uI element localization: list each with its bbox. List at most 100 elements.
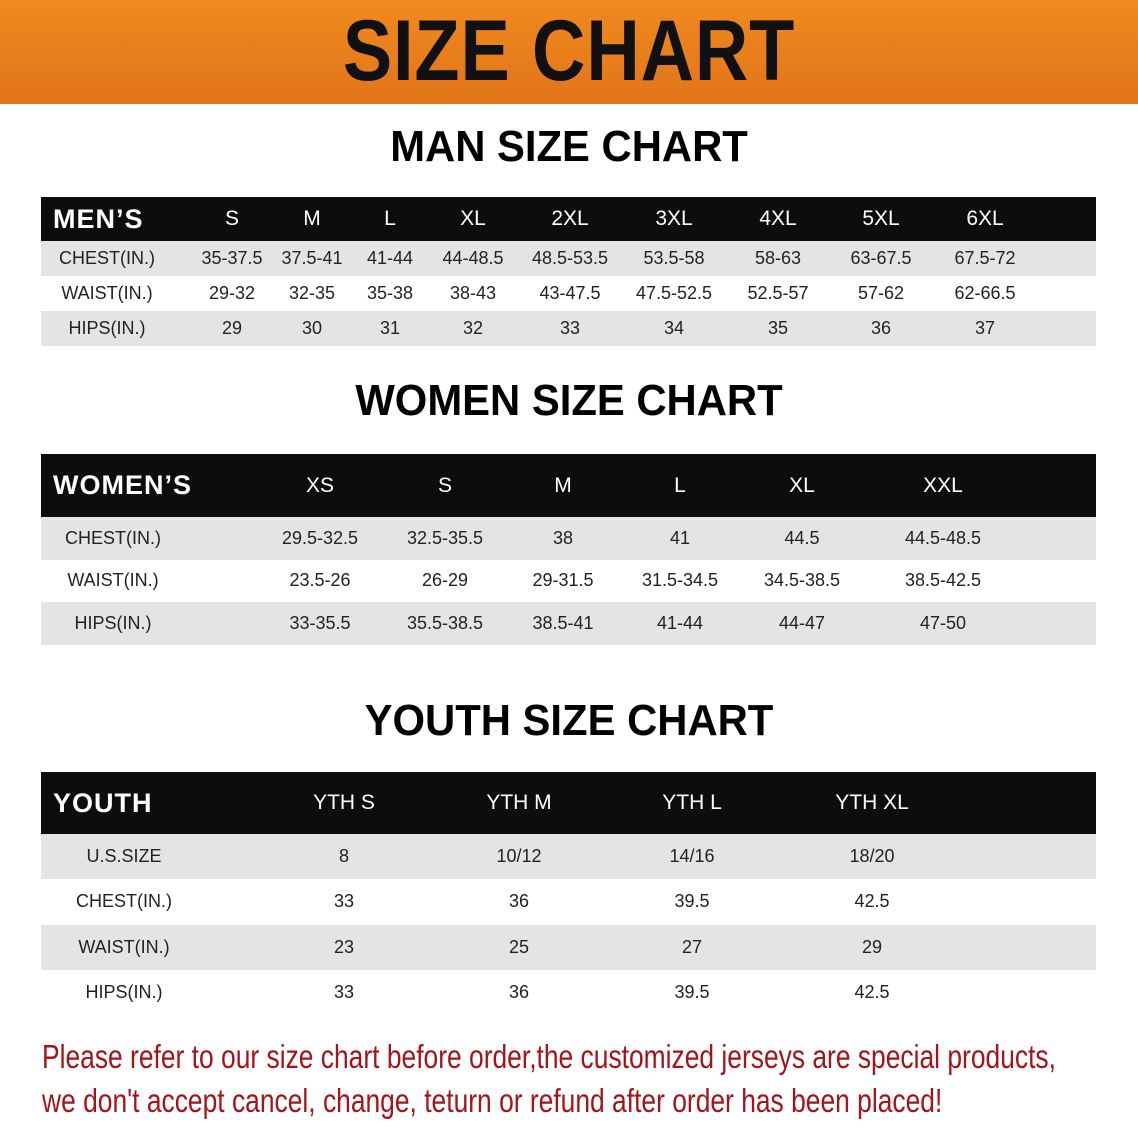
measurement-cell: 38.5-41: [532, 612, 594, 633]
table-row: CHEST(IN.) 29.5-32.5 32.5-35.5 38 41 44.5 44.5…: [41, 517, 1096, 560]
measurement-cell: 26-29: [421, 570, 469, 591]
measurement-cell: 29-32: [208, 283, 256, 303]
men-header-label: MEN’S: [53, 203, 144, 234]
measurement-cell: 31: [379, 318, 401, 338]
size-header: YTH S: [313, 791, 375, 814]
measurement-cell: 35.5-38.5: [406, 612, 484, 633]
size-header: YTH L: [662, 791, 722, 814]
measurement-cell: 34: [663, 318, 685, 338]
measurement-cell: 33: [333, 891, 355, 912]
size-header: XXL: [923, 473, 963, 497]
measurement-cell: 44-47: [778, 612, 826, 633]
notice-line-1: Please refer to our size chart before or…: [42, 1038, 1056, 1075]
measurement-cell: 37: [974, 318, 996, 338]
measurement-cell: 14/16: [669, 846, 715, 867]
measurement-cell: 47.5-52.5: [635, 283, 713, 303]
measurement-cell: 58-63: [754, 248, 802, 268]
measurement-cell: 44-48.5: [442, 248, 504, 268]
measurement-cell: 23.5-26: [289, 570, 351, 591]
size-header: XS: [305, 473, 335, 497]
measurement-cell: 31.5-34.5: [641, 570, 719, 591]
table-row: HIPS(IN.) 29 30 31 32 33 34 35 36 37: [41, 311, 1096, 346]
size-header: YTH XL: [835, 791, 909, 814]
measurement-cell: 41: [669, 527, 691, 548]
row-label: HIPS(IN.): [68, 318, 146, 338]
measurement-cell: 10/12: [496, 846, 542, 867]
size-header: S: [437, 473, 453, 497]
size-header: M: [303, 207, 321, 230]
measurement-cell: 33: [559, 318, 581, 338]
measurement-cell: 37.5-41: [281, 248, 343, 268]
measurement-cell: 36: [870, 318, 892, 338]
measurement-cell: 62-66.5: [954, 283, 1016, 303]
men-header-row: MEN’S S M L XL 2XL 3XL 4XL 5XL 6XL: [41, 197, 1096, 241]
measurement-cell: 32-35: [288, 283, 336, 303]
row-label: U.S.SIZE: [86, 846, 162, 867]
measurement-cell: 38: [552, 527, 574, 548]
measurement-cell: 44.5-48.5: [904, 527, 982, 548]
size-header: 6XL: [966, 207, 1004, 230]
measurement-cell: 33: [333, 982, 355, 1003]
size-header: XL: [789, 473, 815, 497]
measurement-cell: 44.5: [784, 527, 820, 548]
measurement-cell: 35-37.5: [201, 248, 263, 268]
table-row: HIPS(IN.) 33-35.5 35.5-38.5 38.5-41 41-44 44-…: [41, 602, 1096, 645]
table-row: WAIST(IN.) 23.5-26 26-29 29-31.5 31.5-34.5 34…: [41, 559, 1096, 602]
row-label: WAIST(IN.): [78, 936, 170, 957]
table-row: CHEST(IN.) 35-37.5 37.5-41 41-44 44-48.5 48.5…: [41, 241, 1096, 276]
youth-header-row: YOUTH YTH S YTH M YTH L YTH XL: [41, 772, 1096, 834]
size-header: 3XL: [655, 207, 693, 230]
measurement-cell: 36: [508, 982, 530, 1003]
measurement-cell: 30: [301, 318, 323, 338]
measurement-cell: 48.5-53.5: [531, 248, 609, 268]
size-header: 2XL: [551, 207, 589, 230]
size-header: 5XL: [862, 207, 900, 230]
measurement-cell: 35: [767, 318, 789, 338]
measurement-cell: 8: [338, 846, 350, 867]
row-label: HIPS(IN.): [85, 982, 163, 1003]
table-row: HIPS(IN.) 33 36 39.5 42.5: [41, 969, 1096, 1016]
row-label: CHEST(IN.): [59, 248, 155, 268]
table-row: WAIST(IN.) 23 25 27 29: [41, 924, 1096, 970]
measurement-cell: 32: [462, 318, 484, 338]
measurement-cell: 32.5-35.5: [406, 527, 484, 548]
youth-section-title: YOUTH SIZE CHART: [364, 696, 774, 745]
banner-title: SIZE CHART: [342, 3, 796, 99]
size-header: S: [224, 207, 240, 230]
measurement-cell: 29: [221, 318, 243, 338]
measurement-cell: 34.5-38.5: [763, 570, 841, 591]
notice-line-2: we don't accept cancel, change, teturn o…: [42, 1082, 943, 1119]
measurement-cell: 41-44: [366, 248, 414, 268]
women-header-row: WOMEN’S XS S M L XL XXL: [41, 454, 1096, 517]
measurement-cell: 43-47.5: [539, 283, 601, 303]
measurement-cell: 67.5-72: [954, 248, 1016, 268]
row-label: WAIST(IN.): [67, 570, 159, 591]
measurement-cell: 42.5: [854, 891, 890, 912]
measurement-cell: 42.5: [854, 982, 890, 1003]
women-size-table: WOMEN’S XS S M L XL XXL CHEST(IN.) 29.5-32.5 32.5…: [41, 454, 1096, 645]
measurement-cell: 23: [333, 936, 355, 957]
measurement-cell: 39.5: [674, 982, 710, 1003]
women-section-title: WOMEN SIZE CHART: [355, 376, 783, 425]
row-label: CHEST(IN.): [65, 527, 161, 548]
row-label: CHEST(IN.): [76, 891, 172, 912]
measurement-cell: 25: [508, 936, 530, 957]
measurement-cell: 47-50: [919, 612, 967, 633]
size-header: XL: [460, 207, 486, 230]
size-header: M: [554, 473, 572, 497]
measurement-cell: 53.5-58: [643, 248, 705, 268]
size-header: YTH M: [486, 791, 552, 814]
table-row: U.S.SIZE 8 10/12 14/16 18/20: [41, 834, 1096, 880]
banner: SIZE CHART: [0, 0, 1138, 104]
measurement-cell: 41-44: [656, 612, 704, 633]
women-header-label: WOMEN’S: [53, 470, 192, 500]
measurement-cell: 29-31.5: [532, 570, 594, 591]
table-row: CHEST(IN.) 33 36 39.5 42.5: [41, 879, 1096, 925]
measurement-cell: 39.5: [674, 891, 710, 912]
measurement-cell: 35-38: [366, 283, 414, 303]
measurement-cell: 29: [861, 936, 883, 957]
measurement-cell: 27: [681, 936, 703, 957]
size-header: L: [674, 473, 686, 497]
measurement-cell: 52.5-57: [747, 283, 809, 303]
youth-header-label: YOUTH: [53, 787, 153, 818]
